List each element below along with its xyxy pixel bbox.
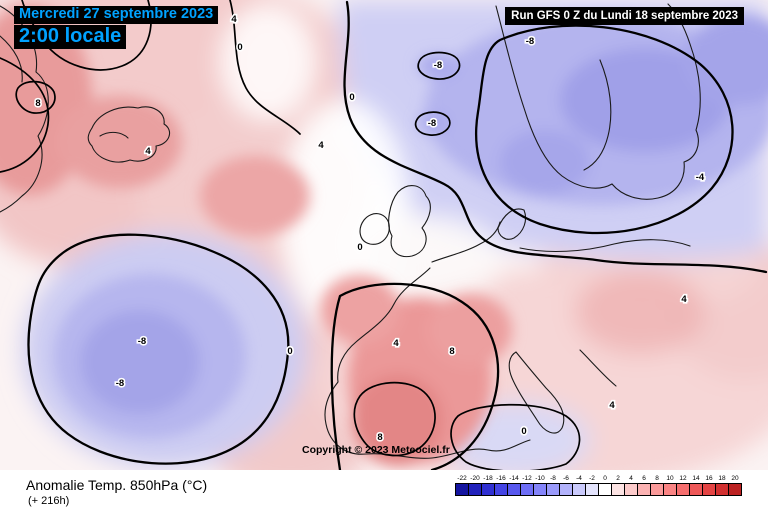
contour-label: 8: [377, 432, 382, 443]
contour-label: 0: [521, 426, 526, 437]
legend-tick: -12: [522, 475, 532, 482]
legend-cell: [520, 483, 534, 496]
legend-cell: [455, 483, 469, 496]
legend-cell: [559, 483, 573, 496]
coastlines: [0, 3, 701, 459]
legend-cell: [624, 483, 638, 496]
contour-label: 0: [357, 242, 362, 253]
legend-cell: [572, 483, 586, 496]
contour-label: 4: [145, 146, 151, 157]
legend-tick: -16: [496, 475, 506, 482]
contour-label: 8: [449, 346, 454, 357]
legend-tick: -20: [470, 475, 480, 482]
legend-tick: 2: [616, 475, 620, 482]
legend-cell: [481, 483, 495, 496]
copyright-label: Copyright © 2023 Meteociel.fr: [302, 444, 450, 456]
anomaly-map: 8 4 4 0 4 0 -8 -8 -8 -8 -8 0 4 8 8 4 0 4 -4 0: [0, 0, 768, 470]
contour-label: -4: [696, 172, 705, 183]
legend-tick: 8: [655, 475, 659, 482]
legend-tick: 10: [666, 475, 674, 482]
legend-tick: -2: [589, 475, 595, 482]
contour-label: 4: [393, 338, 399, 349]
contour-label: -8: [526, 36, 534, 47]
legend-color-cells: [455, 483, 742, 496]
legend-cell: [546, 483, 560, 496]
legend-cell: [637, 483, 651, 496]
legend-cell: [585, 483, 599, 496]
legend-cell: [533, 483, 547, 496]
legend-cell: [650, 483, 664, 496]
legend-cell: [468, 483, 482, 496]
legend-cell: [611, 483, 625, 496]
valid-datetime-header: Mercredi 27 septembre 2023 2:00 locale: [14, 6, 219, 50]
legend-cell: [676, 483, 690, 496]
contour-label: 4: [609, 400, 615, 411]
legend-tick: 4: [629, 475, 633, 482]
contour-label: 0: [349, 92, 354, 103]
legend-tick: -18: [483, 475, 493, 482]
legend-tick: -10: [535, 475, 545, 482]
legend-cell: [663, 483, 677, 496]
legend-tick: -8: [550, 475, 556, 482]
valid-date-label: Mercredi 27 septembre 2023: [14, 6, 219, 25]
legend-tick: 16: [705, 475, 713, 482]
contour-label: -8: [138, 336, 146, 347]
model-run-label: Run GFS 0 Z du Lundi 18 septembre 2023: [505, 7, 744, 25]
contour-label: -8: [428, 118, 436, 129]
legend-tick: -22: [457, 475, 467, 482]
map-title: Anomalie Temp. 850hPa (°C): [26, 477, 208, 493]
legend-cell: [728, 483, 742, 496]
contour-label: 0: [237, 42, 242, 53]
legend-cell: [507, 483, 521, 496]
legend-tick: 6: [642, 475, 646, 482]
color-scale-legend: -22 -20 -18 -16 -14 -12 -10 -8 -6 -4 -2 0 2 4 6 8 10 12 14…: [455, 475, 742, 496]
legend-cell: [689, 483, 703, 496]
legend-cell: [598, 483, 612, 496]
legend-cell: [715, 483, 729, 496]
contour-label-layer: 8 4 4 0 4 0 -8 -8 -8 -8 -8 0 4 8 8 4 0 4 -4 0: [34, 12, 707, 444]
contour-label: -8: [434, 60, 442, 71]
contour-label: 4: [231, 14, 237, 25]
legend-cell: [494, 483, 508, 496]
contour-label: 0: [287, 346, 292, 357]
valid-time-label: 2:00 locale: [14, 25, 127, 50]
legend-tick: -14: [509, 475, 519, 482]
legend-cell: [702, 483, 716, 496]
map-area: 8 4 4 0 4 0 -8 -8 -8 -8 -8 0 4 8 8 4 0 4 -4 0: [0, 0, 768, 470]
footer-bar: Anomalie Temp. 850hPa (°C) (+ 216h) -22-…: [0, 470, 768, 512]
legend-tick: 0: [603, 475, 607, 482]
legend-tick: 12: [679, 475, 687, 482]
forecast-hour-label: (+ 216h): [28, 495, 70, 507]
anomaly-contours: [0, 0, 768, 470]
contour-label: -8: [116, 378, 124, 389]
contour-label: 4: [681, 294, 687, 305]
legend-tick: -6: [563, 475, 569, 482]
legend-tick-labels: -22 -20 -18 -16 -14 -12 -10 -8 -6 -4 -2 0 2 4 6 8 10 12 14…: [455, 475, 742, 482]
contour-label: 4: [318, 140, 324, 151]
legend-tick: 14: [692, 475, 700, 482]
contour-label: 8: [35, 98, 40, 109]
legend-tick: -4: [576, 475, 582, 482]
legend-tick: 20: [731, 475, 739, 482]
legend-tick: 18: [718, 475, 726, 482]
